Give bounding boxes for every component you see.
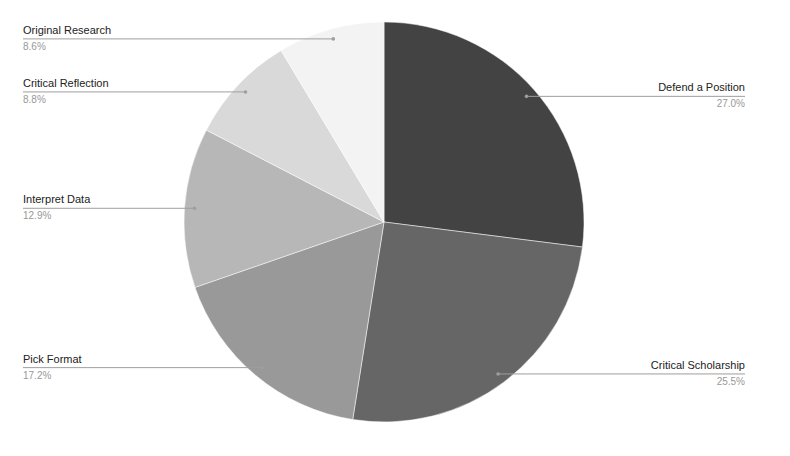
leader-dot bbox=[331, 37, 335, 41]
leader-dot bbox=[525, 95, 529, 99]
leader-line bbox=[527, 96, 745, 97]
slice bbox=[353, 222, 583, 422]
leader-dot bbox=[244, 90, 248, 94]
slice-label: Pick Format bbox=[23, 353, 82, 365]
data-label: 27.0% bbox=[717, 98, 745, 109]
slices bbox=[184, 22, 584, 422]
slice-label: Defend a Position bbox=[658, 81, 745, 93]
leader-line bbox=[23, 367, 262, 368]
leader-line bbox=[23, 38, 333, 39]
labels: Defend a Position 27.0% Critical Scholarsh… bbox=[23, 24, 745, 387]
slice-label: Critical Scholarship bbox=[651, 359, 745, 371]
data-label: 8.8% bbox=[23, 94, 46, 105]
data-label: 17.2% bbox=[23, 370, 51, 381]
leader-line bbox=[498, 373, 745, 374]
slice-label: Interpret Data bbox=[23, 193, 91, 205]
data-label: 12.9% bbox=[23, 210, 51, 221]
leader-line bbox=[23, 91, 245, 92]
data-label: 25.5% bbox=[717, 376, 745, 387]
slice-label: Original Research bbox=[23, 24, 111, 36]
leader-line bbox=[23, 208, 194, 209]
data-label: 8.6% bbox=[23, 41, 46, 52]
leader-dot bbox=[496, 372, 500, 376]
chart: Defend a Position 27.0% Critical Scholarsh… bbox=[0, 0, 790, 456]
leader-dot bbox=[193, 206, 197, 210]
slice bbox=[384, 22, 584, 247]
leader-dot bbox=[260, 366, 264, 370]
slice-label: Critical Reflection bbox=[23, 77, 109, 89]
slice bbox=[281, 22, 384, 222]
